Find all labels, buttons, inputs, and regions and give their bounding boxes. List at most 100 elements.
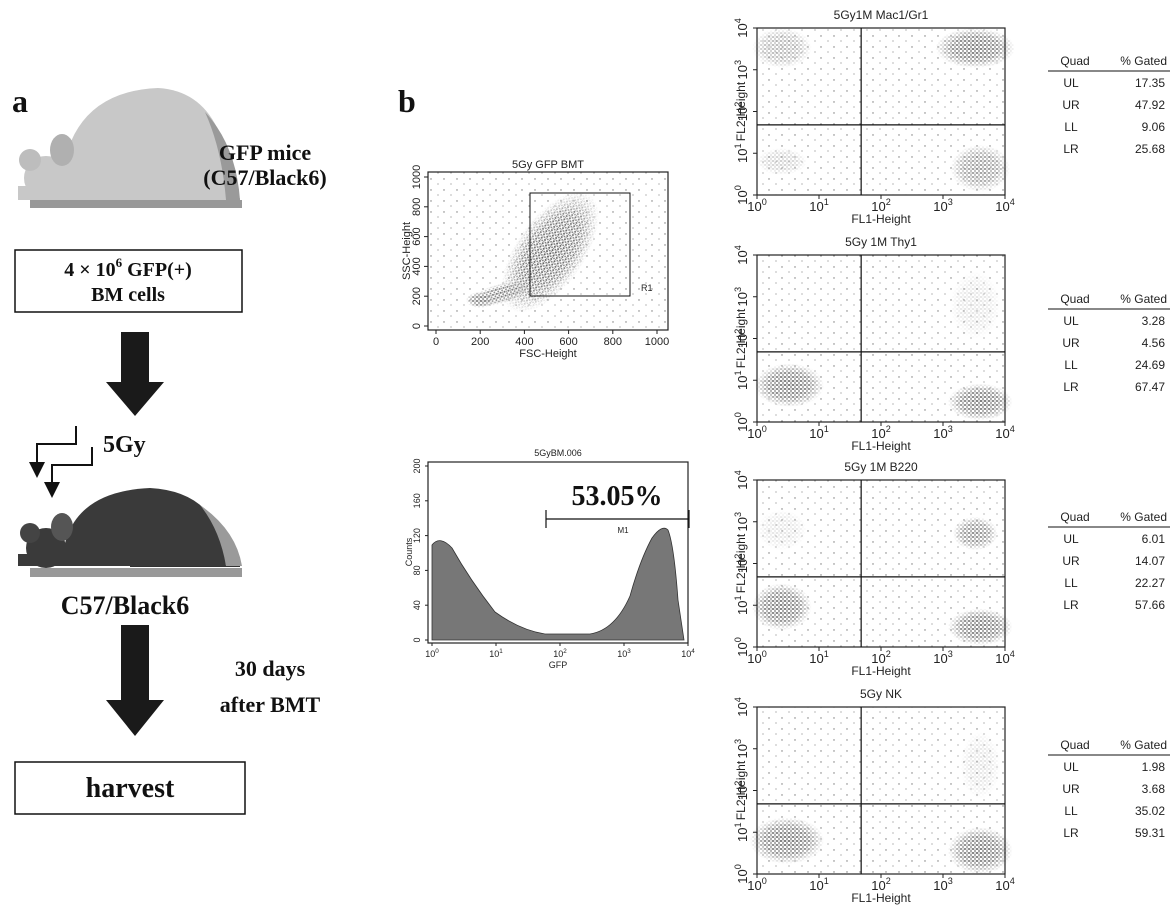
quadrant-percent: 3.68 xyxy=(1142,782,1166,796)
y-tick-label-group: 100 xyxy=(733,864,750,884)
quadrant-percent: 59.31 xyxy=(1135,826,1165,840)
quadrant-percent: 3.28 xyxy=(1142,314,1166,328)
y-tick-label: 0 xyxy=(412,637,422,642)
quadrant-name: LL xyxy=(1064,804,1078,818)
y-tick-label: 103 xyxy=(733,739,750,759)
x-tick-label: 102 xyxy=(871,424,891,441)
cell-population xyxy=(501,191,599,313)
tick-exp: 2 xyxy=(733,554,743,559)
y-axis-label: Counts xyxy=(404,537,414,566)
cell-dose-prefix: 4 × 10 xyxy=(64,259,115,281)
x-tick-label: 101 xyxy=(809,424,829,441)
y-axis-label: FL2-Height xyxy=(734,81,748,141)
gate xyxy=(529,192,631,297)
y-tick-label-group: 102 xyxy=(733,102,750,122)
y-axis-label: FL2-Height xyxy=(734,533,748,593)
quadrant-name: UL xyxy=(1063,76,1079,90)
y-tick-label-group: 104 xyxy=(733,470,750,490)
tick-exp: 3 xyxy=(733,287,743,292)
tick-base: 10 xyxy=(735,828,750,842)
tick-base: 10 xyxy=(809,426,823,441)
interval-label: 30 days xyxy=(235,656,306,681)
plot-title: 5Gy 1M B220 xyxy=(844,460,918,474)
y-tick-label: 103 xyxy=(733,60,750,80)
x-tick-label: 103 xyxy=(933,424,953,441)
quadrant-percent: 67.47 xyxy=(1135,380,1165,394)
tick-base: 10 xyxy=(747,651,761,666)
x-tick-label: 100 xyxy=(425,648,439,659)
table-header: % Gated xyxy=(1120,54,1167,68)
x-tick-label: 103 xyxy=(933,876,953,893)
y-tick-label-group: 100 xyxy=(733,185,750,205)
table-header: Quad xyxy=(1060,738,1089,752)
y-tick-label: 101 xyxy=(733,143,750,163)
histogram-area xyxy=(431,527,685,641)
tick-base: 10 xyxy=(871,878,885,893)
cell-type: BM cells xyxy=(91,284,165,306)
y-tick-label: 100 xyxy=(733,185,750,205)
tick-exp: 0 xyxy=(762,197,767,207)
tick-exp: 0 xyxy=(733,637,743,642)
x-axis-label: FL1-Height xyxy=(851,439,911,453)
tick-exp: 4 xyxy=(691,648,695,655)
gfp-mouse-icon xyxy=(18,88,242,208)
y-tick-label: 100 xyxy=(733,412,750,432)
y-tick-label: 104 xyxy=(733,18,750,38)
y-tick-label: 200 xyxy=(412,458,422,473)
plot-title: 5Gy NK xyxy=(860,687,902,701)
tick-exp: 4 xyxy=(733,470,743,475)
tick-exp: 4 xyxy=(733,18,743,23)
tick-base: 10 xyxy=(747,426,761,441)
quadrant-percent: 35.02 xyxy=(1135,804,1165,818)
y-tick-label: 103 xyxy=(733,512,750,532)
tick-exp: 0 xyxy=(733,185,743,190)
plot-title: 5Gy1M Mac1/Gr1 xyxy=(834,8,929,22)
recipient-label: C57/Black6 xyxy=(61,591,190,620)
x-tick-label: 104 xyxy=(995,876,1015,893)
quadrant-name: LR xyxy=(1063,142,1079,156)
y-tick-label: 400 xyxy=(411,257,423,275)
tick-base: 10 xyxy=(995,199,1009,214)
quadrant-percent: 24.69 xyxy=(1135,358,1165,372)
tick-base: 10 xyxy=(933,878,947,893)
quadrant-name: UR xyxy=(1062,336,1080,350)
tick-exp: 4 xyxy=(1010,876,1015,886)
quadrant-name: UL xyxy=(1063,314,1079,328)
x-tick-label: 100 xyxy=(747,876,767,893)
tick-base: 10 xyxy=(735,376,750,390)
x-tick-label: 102 xyxy=(871,876,891,893)
tick-exp: 2 xyxy=(733,781,743,786)
y-axis-label: FL2-Height xyxy=(734,308,748,368)
tick-base: 10 xyxy=(809,878,823,893)
x-tick-label: 103 xyxy=(933,197,953,214)
tick-base: 10 xyxy=(735,744,750,758)
gate-label: R1 xyxy=(641,283,653,293)
tick-exp: 3 xyxy=(948,876,953,886)
x-tick-label: 104 xyxy=(995,197,1015,214)
quadrant-name: LR xyxy=(1063,598,1079,612)
tick-exp: 4 xyxy=(1010,424,1015,434)
y-tick-label-group: 104 xyxy=(733,697,750,717)
cell-population xyxy=(757,510,807,551)
down-arrow xyxy=(106,332,164,416)
y-tick-label-group: 104 xyxy=(733,245,750,265)
quadrant-percent: 57.66 xyxy=(1135,598,1165,612)
y-tick-label: 102 xyxy=(733,102,750,122)
tick-exp: 3 xyxy=(948,197,953,207)
x-axis-label: FSC-Height xyxy=(519,348,576,360)
quadrant-name: UR xyxy=(1062,98,1080,112)
x-axis-label: FL1-Height xyxy=(851,212,911,226)
cell-population xyxy=(947,608,1013,646)
tick-base: 10 xyxy=(871,651,885,666)
y-tick-label: 102 xyxy=(733,781,750,801)
table-header: Quad xyxy=(1060,510,1089,524)
tick-base: 10 xyxy=(735,23,750,37)
tick-base: 10 xyxy=(871,199,885,214)
cell-population xyxy=(752,28,812,69)
plot-frame xyxy=(427,171,669,331)
tick-exp: 2 xyxy=(733,102,743,107)
y-tick-label-group: 104 xyxy=(733,18,750,38)
tick-base: 10 xyxy=(553,649,563,659)
